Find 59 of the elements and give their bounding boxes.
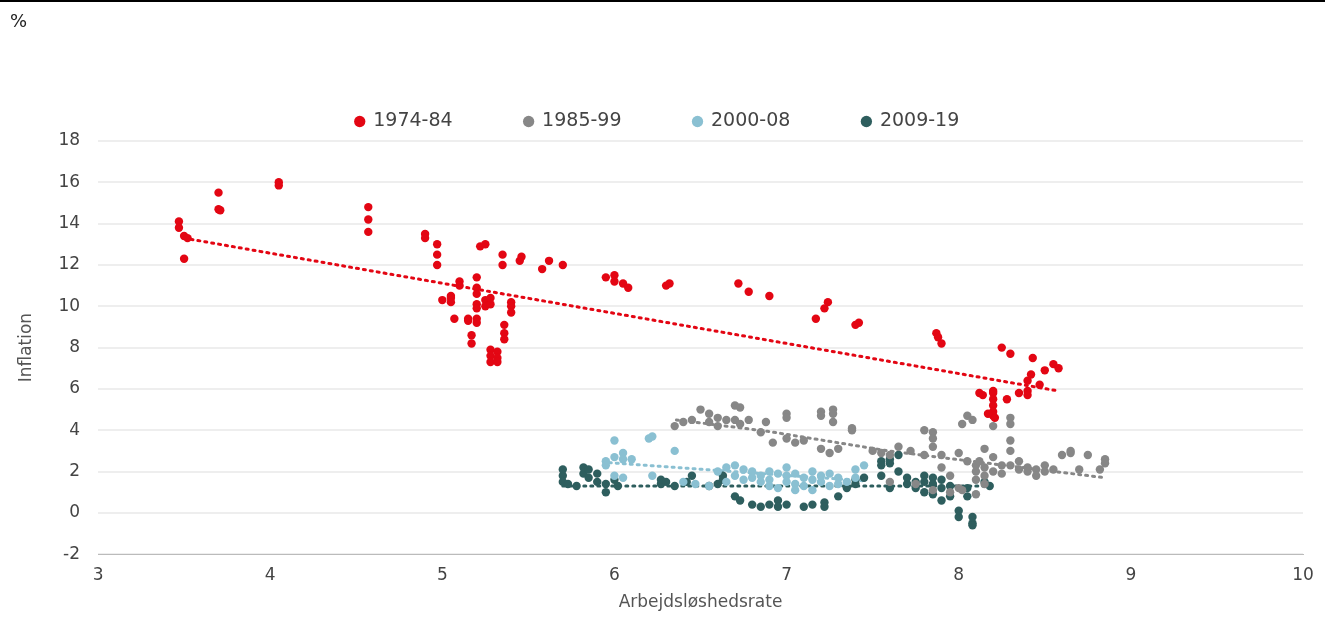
x-tick-label: 10 — [1292, 563, 1314, 584]
point — [842, 477, 852, 487]
legend-label: 2009-19 — [879, 108, 960, 131]
point — [790, 469, 800, 478]
point — [808, 467, 817, 476]
y-tick-label: 14 — [58, 212, 81, 233]
point — [618, 473, 628, 482]
x-tick-label: 6 — [609, 563, 620, 584]
point — [808, 485, 817, 495]
y-tick-label: 16 — [58, 170, 81, 191]
point — [747, 473, 757, 482]
point — [713, 467, 722, 476]
point — [851, 465, 860, 474]
y-axis-title: Inflation — [14, 312, 35, 383]
legend-label: 2000-08 — [711, 108, 791, 131]
point — [610, 436, 619, 445]
point — [610, 452, 619, 462]
x-tick-label: 8 — [953, 563, 965, 584]
y-tick-label: 18 — [58, 129, 81, 150]
point — [773, 469, 783, 478]
y-tick-label: 8 — [69, 336, 81, 357]
point — [825, 469, 834, 478]
y-tick-label: -2 — [63, 542, 81, 563]
point — [773, 483, 783, 493]
point — [610, 471, 619, 480]
point — [648, 432, 657, 441]
point — [722, 463, 731, 472]
point — [765, 467, 774, 476]
point — [756, 477, 765, 487]
x-tick-label: 5 — [436, 563, 448, 584]
point — [859, 461, 869, 470]
point — [627, 454, 636, 464]
point — [799, 481, 808, 491]
point — [739, 475, 748, 485]
x-tick-label: 4 — [264, 563, 276, 584]
y-tick-label: 4 — [69, 418, 81, 439]
point — [730, 471, 740, 480]
point — [648, 471, 657, 480]
point — [670, 446, 679, 456]
y-tick-label: 10 — [58, 294, 81, 315]
point — [739, 465, 748, 474]
y-tick-label: 0 — [69, 501, 81, 522]
point — [730, 461, 740, 470]
text: % — [10, 10, 28, 31]
point — [808, 475, 817, 485]
legend-label: 1985-99 — [542, 108, 622, 131]
y-tick-label: 2 — [69, 459, 81, 480]
point — [825, 481, 834, 491]
x-tick-label: 7 — [781, 563, 792, 584]
point — [782, 463, 791, 472]
y-tick-label: 6 — [69, 377, 81, 398]
point — [722, 477, 731, 487]
x-axis-title: Arbejdsløshedsrate — [618, 591, 783, 612]
x-tick-label: 3 — [92, 563, 104, 584]
point — [799, 473, 808, 482]
point — [691, 479, 700, 489]
y-tick-label: 12 — [58, 253, 81, 274]
x-tick-label: 9 — [1125, 563, 1137, 584]
legend-label: 1974-84 — [373, 108, 453, 131]
